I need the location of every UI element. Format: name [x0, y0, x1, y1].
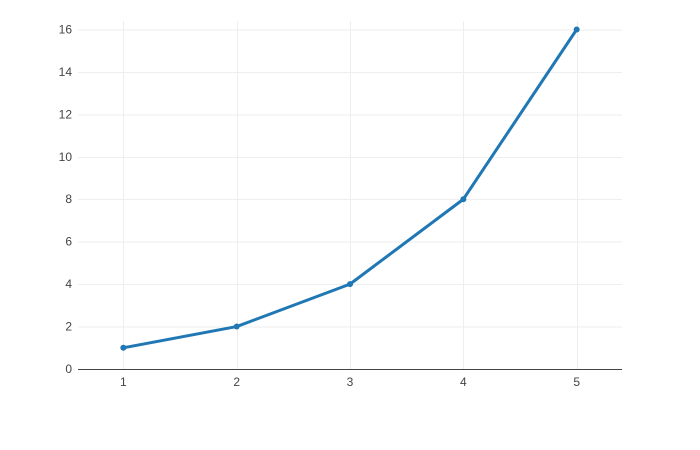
y-tick-label: 8 [65, 192, 72, 206]
y-tick-label: 2 [65, 320, 72, 334]
data-point-marker[interactable] [347, 281, 353, 288]
data-point-marker[interactable] [233, 323, 240, 330]
data-series-group[interactable] [120, 26, 580, 351]
data-point-marker[interactable] [573, 26, 580, 33]
x-tick-label: 5 [573, 375, 580, 389]
x-axis-tick-labels: 1 2 3 4 5 [120, 375, 580, 389]
y-tick-label: 16 [59, 22, 73, 36]
x-tick-label: 1 [120, 375, 127, 389]
y-axis-tick-labels: 0 2 4 6 8 10 12 14 16 [59, 22, 73, 376]
gridlines-group [78, 21, 622, 369]
x-tick-label: 4 [460, 375, 467, 389]
y-tick-label: 6 [65, 235, 72, 249]
y-tick-label: 12 [59, 107, 73, 121]
y-tick-label: 14 [59, 65, 73, 79]
y-tick-label: 4 [65, 277, 72, 291]
tick-marks-group [123, 364, 578, 369]
x-tick-label: 3 [347, 375, 354, 389]
x-tick-label: 2 [233, 375, 240, 389]
y-tick-label: 0 [65, 362, 72, 376]
data-point-marker[interactable] [460, 196, 467, 203]
data-point-marker[interactable] [120, 344, 127, 351]
y-tick-label: 10 [59, 150, 73, 164]
